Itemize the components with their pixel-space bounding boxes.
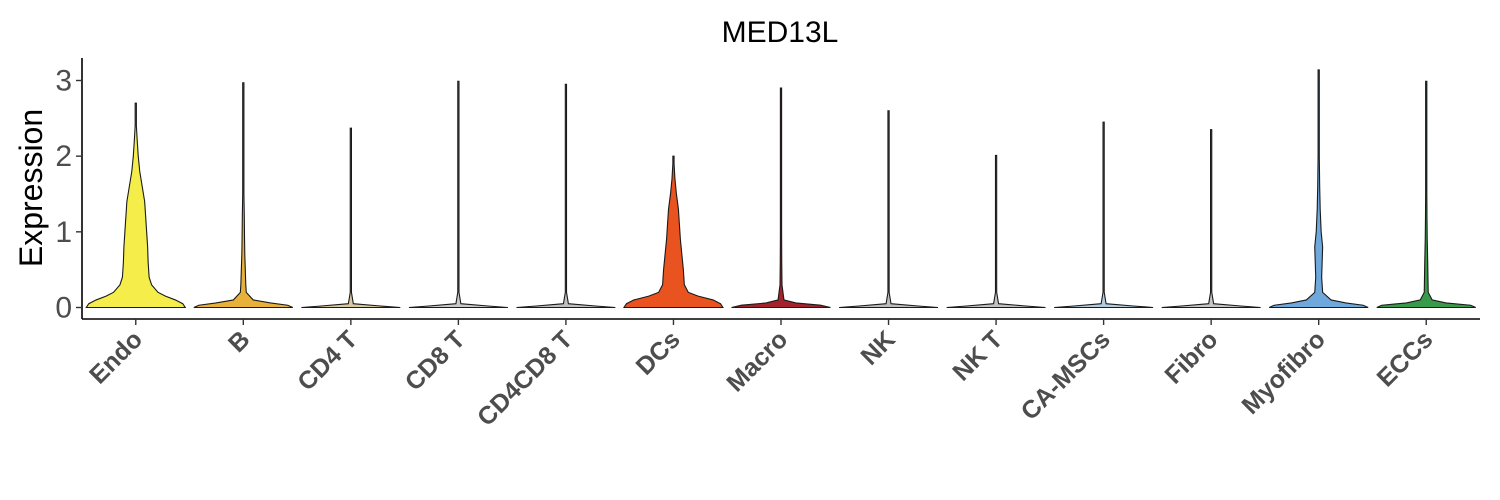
- x-tick-label: Endo: [84, 325, 148, 389]
- x-tick-label: NK: [855, 325, 900, 370]
- x-tick-label: CD4CD8 T: [472, 325, 578, 431]
- x-tick-label: Macro: [721, 325, 793, 397]
- x-ticks: Endo B CD4 T CD8 T CD4CD8 T DCs Macro NK NK T CA-…: [84, 319, 1438, 432]
- y-axis-label: Expression: [13, 109, 49, 267]
- x-tick-label: Fibro: [1159, 325, 1223, 389]
- x-tick-label: B: [223, 325, 256, 358]
- y-ticks: 0 1 2 3: [55, 65, 82, 325]
- chart-title: MED13L: [722, 16, 839, 49]
- violin-dcs: [622, 155, 724, 309]
- violin-nk-t: [946, 154, 1046, 309]
- x-tick-label: DCs: [631, 325, 686, 380]
- y-tick-label: 0: [55, 292, 72, 325]
- violin-ca-mscs: [1054, 121, 1154, 309]
- violins-layer: [85, 69, 1476, 309]
- violin-cd8-t: [408, 80, 508, 309]
- y-tick-label: 1: [55, 216, 72, 249]
- x-tick-label: NK T: [947, 325, 1008, 386]
- y-tick-label: 2: [55, 140, 72, 173]
- x-tick-label: Myofibro: [1237, 325, 1331, 419]
- x-tick-label: CD8 T: [400, 325, 471, 396]
- violin-macro: [731, 87, 831, 309]
- violin-nk: [839, 110, 939, 309]
- y-tick-label: 3: [55, 65, 72, 98]
- x-tick-label: ECCs: [1372, 325, 1439, 392]
- violin-cd4-t: [301, 127, 401, 309]
- violin-fibro: [1161, 129, 1261, 309]
- violin-eccs: [1376, 80, 1476, 309]
- violin-b: [193, 82, 294, 309]
- x-tick-label: CD4 T: [292, 325, 363, 396]
- violin-cd4cd8-t: [516, 83, 616, 309]
- violin-endo: [85, 102, 187, 309]
- x-tick-label: CA-MSCs: [1016, 325, 1116, 425]
- violin-myofibro: [1268, 69, 1369, 309]
